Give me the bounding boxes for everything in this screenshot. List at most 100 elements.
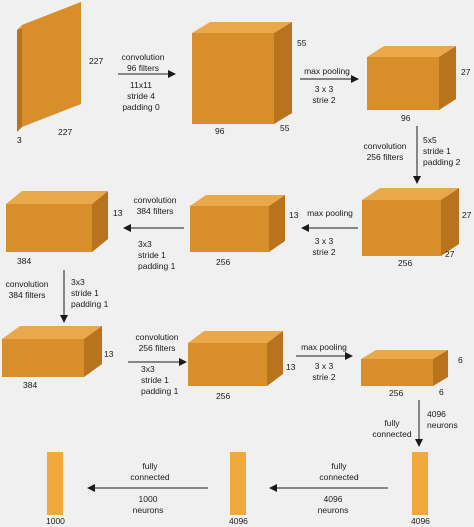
fc8-label-4: neurons xyxy=(133,505,164,515)
fc8-bar-label: 1000 xyxy=(46,516,65,526)
pool1-bottom-label: 96 xyxy=(401,113,411,123)
pool1-block-side xyxy=(439,46,456,110)
conv2-label-5: padding 2 xyxy=(423,157,461,167)
pool2-label-1: max pooling xyxy=(307,208,353,218)
conv5-label-2: 256 filters xyxy=(139,343,176,353)
conv1-label-1: convolution xyxy=(121,52,164,62)
fc7-label-4: neurons xyxy=(318,505,349,515)
pool3-bottom-label: 256 xyxy=(389,388,403,398)
conv4-label-2: 384 filters xyxy=(9,290,46,300)
conv1-bottom-label: 96 xyxy=(215,126,225,136)
conv2-bottom-label: 256 xyxy=(398,258,412,268)
conv4-block-side xyxy=(84,326,102,377)
conv5-block xyxy=(188,331,283,386)
conv1-top-label: 55 xyxy=(297,38,307,48)
conv3-label-1: convolution xyxy=(133,195,176,205)
conv1-side-label: 55 xyxy=(280,123,290,133)
conv4-label-1: convolution xyxy=(5,279,48,289)
conv2-block-top xyxy=(362,188,459,200)
conv4-side-label: 13 xyxy=(104,349,114,359)
input-depth-label: 3 xyxy=(17,135,22,145)
conv3-block-top xyxy=(6,191,108,204)
conv3-label-4: stride 1 xyxy=(138,250,166,260)
conv1-block-side xyxy=(274,22,292,124)
conv4-block xyxy=(2,326,102,377)
pool1-block xyxy=(367,46,456,110)
conv5-block-side xyxy=(267,331,283,386)
conv4-label-3: 3x3 xyxy=(71,277,85,287)
conv5-side-label: 13 xyxy=(286,362,296,372)
conv3-label-2: 384 filters xyxy=(137,206,174,216)
pool3-label-1: max pooling xyxy=(301,342,347,352)
pool3-label-2: 3 x 3 xyxy=(315,361,334,371)
conv2-side-bottom-label: 27 xyxy=(445,249,455,259)
conv1-label-3: 11x11 xyxy=(130,80,152,90)
fc6-label-2: connected xyxy=(372,429,411,439)
conv3-label-3: 3x3 xyxy=(138,239,152,249)
pool2-bottom-label: 256 xyxy=(216,257,230,267)
pool3-label-3: strie 2 xyxy=(312,372,335,382)
pool3-block-front xyxy=(361,359,433,386)
conv2-side-top-label: 27 xyxy=(462,210,472,220)
pool2-label-3: strie 2 xyxy=(312,247,335,257)
conv5-label-1: convolution xyxy=(135,332,178,342)
pool3-side-top-label: 6 xyxy=(458,355,463,365)
conv3-block-front xyxy=(6,204,92,252)
fc7-bar xyxy=(230,452,246,515)
pool2-block-front xyxy=(190,206,269,252)
conv1-block xyxy=(192,22,292,124)
conv4-block-front xyxy=(2,339,84,377)
pool1-label-1: max pooling xyxy=(304,66,350,76)
fc8-label-3: 1000 xyxy=(139,494,158,504)
pool2-block-top xyxy=(190,195,285,206)
conv5-block-top xyxy=(188,331,283,343)
conv3-label-5: padding 1 xyxy=(138,261,176,271)
conv2-block xyxy=(362,188,459,256)
conv5-label-4: stride 1 xyxy=(141,375,169,385)
input-width-label: 227 xyxy=(58,127,72,137)
conv2-block-front xyxy=(362,200,441,256)
fc8-bar xyxy=(47,452,63,515)
conv2-label-2: 256 filters xyxy=(367,152,404,162)
conv4-bottom-label: 384 xyxy=(23,380,37,390)
conv5-label-3: 3x3 xyxy=(141,364,155,374)
fc8-label-1: fully xyxy=(142,461,158,471)
pool2-block xyxy=(190,195,285,252)
input-block-side xyxy=(17,25,22,132)
pool2-block-side xyxy=(269,195,285,252)
fc6-label-4: neurons xyxy=(427,420,458,430)
fc6-bar-label: 4096 xyxy=(411,516,430,526)
pool3-block-top xyxy=(361,350,448,359)
fc6-label-3: 4096 xyxy=(427,409,446,419)
conv2-label-3: 5x5 xyxy=(423,135,437,145)
conv5-label-5: padding 1 xyxy=(141,386,179,396)
pool1-label-2: 3 x 3 xyxy=(315,84,334,94)
conv4-block-top xyxy=(2,326,102,339)
pool1-side-label: 27 xyxy=(461,67,471,77)
pool1-block-top xyxy=(367,46,456,57)
input-block-front xyxy=(22,2,81,127)
pool3-block xyxy=(361,350,448,386)
pool2-label-2: 3 x 3 xyxy=(315,236,334,246)
conv1-label-5: padding 0 xyxy=(122,102,160,112)
fc7-label-2: connected xyxy=(319,472,358,482)
conv3-bottom-label: 384 xyxy=(17,256,31,266)
conv4-label-4: stride 1 xyxy=(71,288,99,298)
conv3-side-label: 13 xyxy=(113,208,123,218)
conv4-label-5: padding 1 xyxy=(71,299,109,309)
input-height-label: 227 xyxy=(89,56,103,66)
conv2-label-1: convolution xyxy=(363,141,406,151)
fc8-label-2: connected xyxy=(130,472,169,482)
conv3-block-side xyxy=(92,191,108,252)
conv1-label-2: 96 filters xyxy=(127,63,159,73)
pool2-side-label: 13 xyxy=(289,210,299,220)
conv1-label-4: stride 4 xyxy=(127,91,155,101)
conv3-block xyxy=(6,191,108,252)
conv5-bottom-label: 256 xyxy=(216,391,230,401)
input-block xyxy=(17,2,81,132)
fc7-label-1: fully xyxy=(331,461,347,471)
fc7-bar-label: 4096 xyxy=(229,516,248,526)
conv1-block-front xyxy=(192,33,274,124)
conv2-label-4: stride 1 xyxy=(423,146,451,156)
